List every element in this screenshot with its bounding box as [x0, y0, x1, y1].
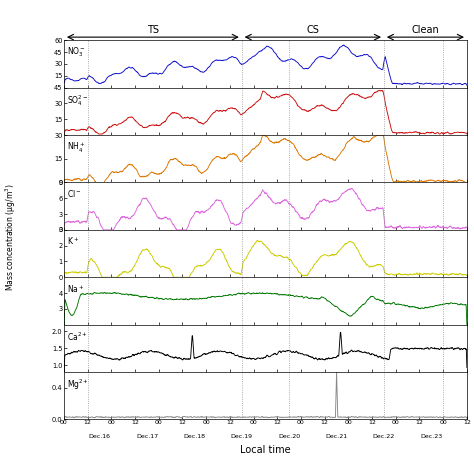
Text: Na$^+$: Na$^+$ — [67, 283, 84, 295]
Text: Cl$^-$: Cl$^-$ — [67, 188, 82, 199]
Text: CS: CS — [306, 25, 319, 35]
X-axis label: Local time: Local time — [240, 445, 291, 455]
Text: Dec.18: Dec.18 — [183, 434, 205, 439]
Text: Ca$^{2+}$: Ca$^{2+}$ — [67, 330, 87, 343]
Text: NO$_3^-$: NO$_3^-$ — [67, 46, 86, 59]
Text: NH$_4^+$: NH$_4^+$ — [67, 141, 85, 155]
Text: Clean: Clean — [411, 25, 439, 35]
Text: Dec.16: Dec.16 — [89, 434, 110, 439]
Text: Dec.21: Dec.21 — [326, 434, 347, 439]
Text: K$^+$: K$^+$ — [67, 236, 79, 247]
Text: Dec.17: Dec.17 — [136, 434, 158, 439]
Text: Mg$^{2+}$: Mg$^{2+}$ — [67, 378, 89, 392]
Text: TS: TS — [147, 25, 159, 35]
Text: Dec.22: Dec.22 — [373, 434, 395, 439]
Text: Dec.19: Dec.19 — [231, 434, 253, 439]
Text: Dec.20: Dec.20 — [278, 434, 300, 439]
Text: Mass concentration (μg/m$^3$): Mass concentration (μg/m$^3$) — [3, 183, 18, 291]
Text: Dec.23: Dec.23 — [420, 434, 442, 439]
Text: SO$_4^{2-}$: SO$_4^{2-}$ — [67, 93, 88, 108]
